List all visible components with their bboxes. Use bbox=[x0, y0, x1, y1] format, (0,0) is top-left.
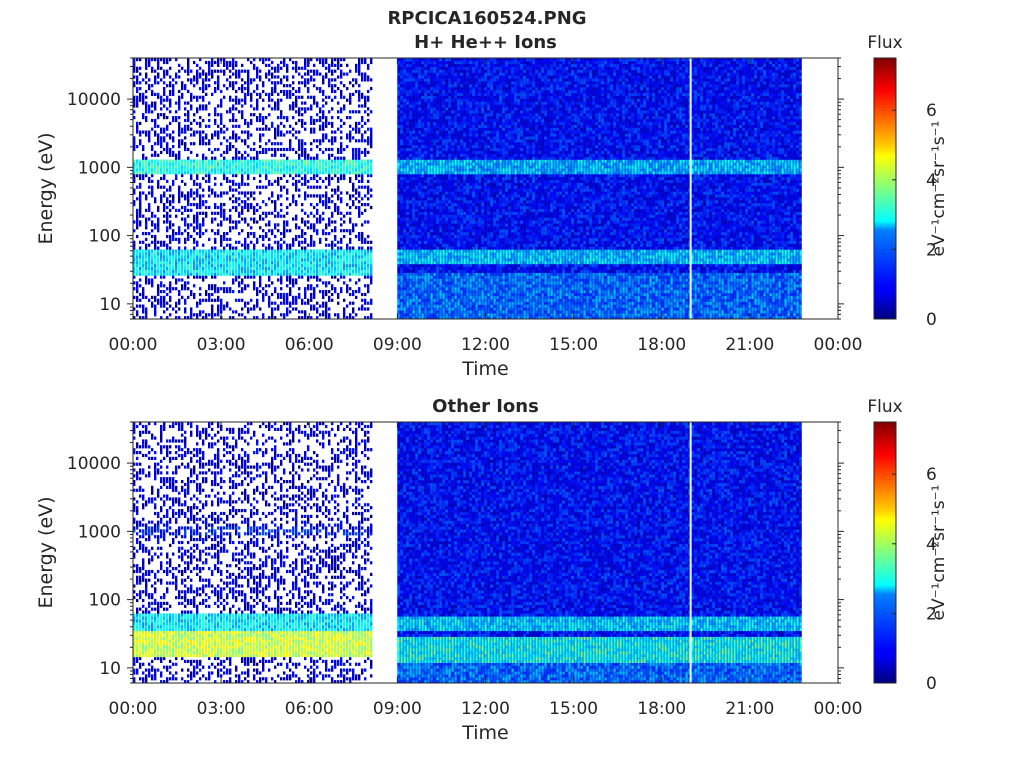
colorbar-title: Flux bbox=[867, 33, 902, 53]
colorbar-gradient bbox=[874, 422, 896, 683]
y-tick-label: 1000 bbox=[78, 522, 121, 542]
colorbar-unit-label: eV⁻¹cm⁻²sr⁻¹s⁻¹ bbox=[929, 121, 949, 257]
colorbar-tick-label: 6 bbox=[926, 101, 937, 121]
spectrogram-panel-2: Other Ions 00:00 03:00 06:00 09:00 12:00 15:00… bbox=[35, 396, 949, 744]
x-tick-label: 09:00 bbox=[373, 699, 422, 719]
colorbar-gradient bbox=[874, 58, 896, 319]
vertical-gap bbox=[690, 58, 692, 319]
x-tick-label: 03:00 bbox=[197, 335, 246, 355]
x-tick-label: 06:00 bbox=[285, 699, 334, 719]
spectrogram-panel-1: H+ He++ Ions 00:00 03:00 06:00 09:00 12:00 15:… bbox=[35, 32, 949, 380]
x-tick-label: 00:00 bbox=[109, 699, 158, 719]
x-tick-label: 21:00 bbox=[725, 699, 774, 719]
data-segment-1 bbox=[133, 58, 372, 319]
x-tick-label: 18:00 bbox=[637, 335, 686, 355]
panel-title: H+ He++ Ions bbox=[414, 32, 557, 53]
x-tick-label: 06:00 bbox=[285, 335, 334, 355]
spectrogram-image bbox=[133, 58, 802, 319]
x-tick-label: 18:00 bbox=[637, 699, 686, 719]
y-tick-label: 10000 bbox=[67, 90, 121, 110]
y-tick-label: 10 bbox=[99, 295, 121, 315]
x-tick-label: 21:00 bbox=[725, 335, 774, 355]
colorbar-unit-label: eV⁻¹cm⁻²sr⁻¹s⁻¹ bbox=[929, 485, 949, 621]
colorbar-tick-label: 0 bbox=[926, 674, 937, 694]
colorbar-title: Flux bbox=[867, 397, 902, 417]
x-tick-label: 15:00 bbox=[549, 699, 598, 719]
data-segment-2 bbox=[397, 58, 801, 319]
y-tick-label: 10 bbox=[99, 659, 121, 679]
x-tick-label: 00:00 bbox=[814, 335, 863, 355]
panel-title: Other Ions bbox=[432, 396, 539, 417]
y-tick-label: 1000 bbox=[78, 158, 121, 178]
vertical-gap bbox=[690, 422, 692, 683]
y-tick-label: 100 bbox=[89, 227, 121, 247]
x-tick-label: 15:00 bbox=[549, 335, 598, 355]
colorbar-tick-label: 0 bbox=[926, 310, 937, 330]
x-tick-label: 09:00 bbox=[373, 335, 422, 355]
x-tick-label: 00:00 bbox=[814, 699, 863, 719]
data-segment-2 bbox=[397, 422, 801, 683]
figure-title: RPCICA160524.PNG bbox=[387, 8, 586, 29]
data-segment-1 bbox=[133, 422, 372, 683]
x-axis-label: Time bbox=[461, 722, 509, 744]
y-tick-label: 100 bbox=[89, 591, 121, 611]
x-axis-label: Time bbox=[461, 358, 509, 380]
spectrogram-image bbox=[133, 422, 802, 683]
x-tick-label: 12:00 bbox=[461, 699, 510, 719]
y-axis-label: Energy (eV) bbox=[35, 132, 57, 244]
y-tick-label: 10000 bbox=[67, 454, 121, 474]
x-tick-label: 03:00 bbox=[197, 699, 246, 719]
colorbar-tick-label: 6 bbox=[926, 465, 937, 485]
x-tick-label: 12:00 bbox=[461, 335, 510, 355]
x-tick-label: 00:00 bbox=[109, 335, 158, 355]
y-axis-label: Energy (eV) bbox=[35, 496, 57, 608]
